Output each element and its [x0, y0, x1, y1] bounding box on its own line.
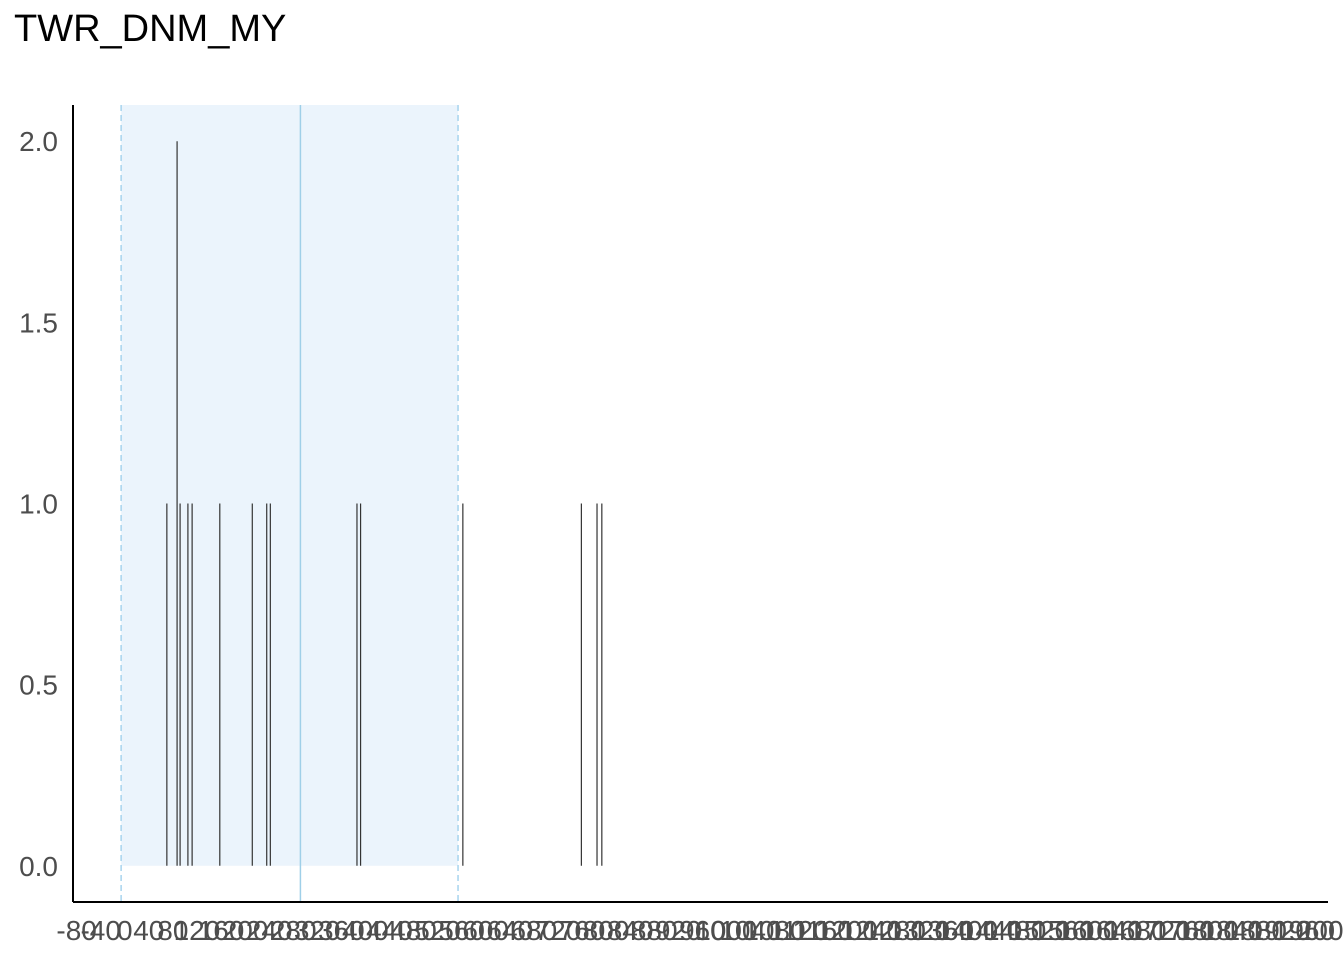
x-tick-label: 1640 [1080, 915, 1142, 946]
x-tick-label: 1320 [888, 915, 950, 946]
x-tick-label: 1600 [1056, 915, 1118, 946]
x-tick-label: 1160 [793, 915, 853, 946]
x-tick-label: 1680 [1104, 915, 1166, 946]
x-tick-label: 0 [117, 915, 133, 946]
x-tick-label: -40 [80, 915, 120, 946]
y-axis-ticks: 0.0 0.5 1.0 1.5 2.0 [19, 126, 58, 882]
y-tick-label: 1.0 [19, 489, 58, 520]
x-tick-label: 480 [390, 915, 437, 946]
x-tick-label: 1000 [695, 915, 757, 946]
x-tick-label: 960 [679, 915, 726, 946]
x-tick-label: 880 [631, 915, 678, 946]
y-tick-label: 0.0 [19, 851, 58, 882]
axes [72, 105, 1328, 903]
x-tick-label: 160 [198, 915, 245, 946]
x-tick-label: 400 [342, 915, 389, 946]
x-tick-label: 1720 [1128, 915, 1190, 946]
x-tick-label: 40 [133, 915, 164, 946]
x-tick-label: 1080 [743, 915, 805, 946]
x-tick-label: 120 [174, 915, 221, 946]
interval-band-fill [121, 105, 459, 866]
x-tick-label: 720 [535, 915, 582, 946]
x-tick-label: 1560 [1032, 915, 1094, 946]
x-tick-label: 320 [294, 915, 341, 946]
x-tick-label: 840 [607, 915, 654, 946]
x-tick-label: 1760 [1152, 915, 1214, 946]
x-tick-label: 1920 [1249, 915, 1311, 946]
y-tick-label: 2.0 [19, 126, 58, 157]
x-tick-label: 2000 [1297, 915, 1344, 946]
x-tick-label: 1240 [840, 915, 902, 946]
x-tick-label: 1280 [864, 915, 926, 946]
x-tick-label: 1360 [912, 915, 974, 946]
x-tick-label: 760 [559, 915, 606, 946]
x-tick-label: 680 [510, 915, 557, 946]
x-tick-label: 1040 [719, 915, 781, 946]
x-tick-label: 1480 [984, 915, 1046, 946]
x-tick-label: 1960 [1273, 915, 1335, 946]
y-tick-label: 0.5 [19, 670, 58, 701]
x-tick-label: 1440 [960, 915, 1022, 946]
x-tick-label: 240 [246, 915, 293, 946]
x-tick-label: 640 [486, 915, 533, 946]
x-tick-label: 80 [157, 915, 188, 946]
x-tick-label: 200 [222, 915, 269, 946]
x-axis-ticks: -80-400 408012016020024028032036040044048… [56, 915, 1344, 946]
x-tick-label: 520 [414, 915, 461, 946]
x-tick-label: 1800 [1177, 915, 1239, 946]
x-tick-label: 560 [438, 915, 485, 946]
x-tick-label: -80 [56, 915, 96, 946]
x-tick-label: 1520 [1008, 915, 1070, 946]
chart-title: TWR_DNM_MY [14, 8, 287, 50]
x-tick-label: 800 [583, 915, 630, 946]
x-tick-label: 440 [366, 915, 413, 946]
x-tick-label: 1200 [816, 915, 878, 946]
x-tick-label: 280 [270, 915, 317, 946]
x-tick-label: 600 [462, 915, 509, 946]
x-tick-label: 920 [655, 915, 702, 946]
interval-band [120, 105, 459, 902]
x-tick-label: 360 [318, 915, 365, 946]
x-tick-label: 1840 [1201, 915, 1263, 946]
x-tick-label: 1400 [936, 915, 998, 946]
bars [166, 141, 603, 866]
x-tick-label: 1120 [768, 915, 828, 946]
y-tick-label: 1.5 [19, 307, 58, 338]
x-tick-label: 1880 [1225, 915, 1287, 946]
